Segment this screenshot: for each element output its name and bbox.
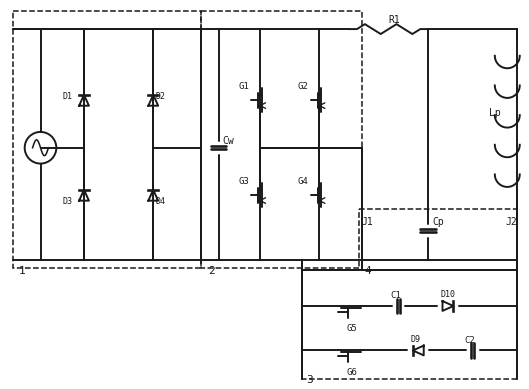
- Bar: [13, 11, 200, 268]
- Text: G5: G5: [346, 324, 357, 333]
- Text: C1: C1: [390, 291, 402, 300]
- Text: G6: G6: [346, 368, 357, 377]
- Text: D3: D3: [62, 197, 72, 206]
- Bar: [200, 11, 362, 268]
- Bar: [359, 209, 517, 270]
- Text: C2: C2: [465, 336, 476, 345]
- Text: 3: 3: [306, 375, 313, 385]
- Text: Cp: Cp: [432, 217, 444, 227]
- Text: 1: 1: [19, 266, 25, 277]
- Text: D4: D4: [155, 197, 165, 206]
- Text: D9: D9: [411, 335, 421, 343]
- Text: Lp: Lp: [489, 108, 501, 118]
- Text: D10: D10: [440, 290, 455, 299]
- Text: R1: R1: [389, 15, 400, 25]
- Bar: [302, 270, 517, 379]
- Text: Cw: Cw: [223, 136, 234, 146]
- Text: G1: G1: [238, 82, 249, 91]
- Text: 4: 4: [365, 266, 372, 277]
- Text: G2: G2: [298, 82, 308, 91]
- Text: 2: 2: [208, 266, 214, 277]
- Text: D1: D1: [62, 92, 72, 102]
- Text: G4: G4: [298, 177, 308, 186]
- Text: J1: J1: [362, 217, 373, 227]
- Text: G3: G3: [238, 177, 249, 186]
- Text: J2: J2: [505, 217, 517, 227]
- Text: D2: D2: [155, 92, 165, 102]
